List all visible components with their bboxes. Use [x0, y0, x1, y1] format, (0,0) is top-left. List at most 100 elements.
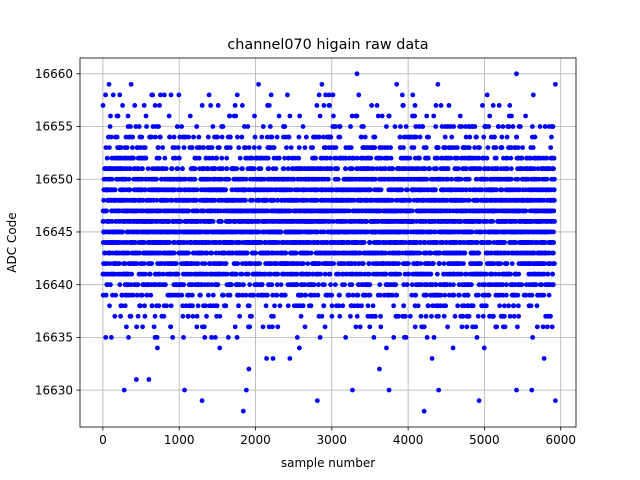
data-point [285, 92, 290, 98]
data-point [457, 113, 463, 119]
data-point [423, 313, 429, 319]
data-point [182, 176, 188, 182]
data-point [232, 324, 238, 330]
data-point [229, 282, 234, 288]
data-point [167, 134, 173, 140]
data-point [328, 155, 333, 161]
data-point [302, 145, 308, 151]
data-point [134, 292, 140, 298]
data-point [112, 187, 118, 193]
data-point [122, 261, 128, 266]
data-point [372, 176, 378, 182]
data-point [393, 282, 399, 288]
data-point [329, 292, 335, 298]
data-point [451, 292, 457, 298]
data-point [285, 303, 291, 309]
data-point [156, 124, 161, 129]
data-point [194, 187, 200, 193]
data-point [258, 240, 264, 245]
data-point [235, 134, 240, 140]
data-point [212, 166, 218, 172]
data-point [472, 124, 478, 129]
data-point [430, 261, 436, 266]
data-point [100, 103, 106, 108]
data-point [359, 303, 364, 309]
data-point [379, 113, 385, 119]
data-point [263, 303, 269, 309]
data-point [118, 313, 123, 319]
data-point [156, 155, 162, 161]
data-point [466, 176, 472, 182]
data-point [179, 124, 185, 129]
data-point [149, 134, 154, 140]
data-point [412, 113, 418, 119]
data-point [214, 155, 220, 161]
data-point [212, 197, 218, 203]
data-point [234, 166, 240, 172]
data-point [162, 282, 168, 288]
data-point [367, 282, 373, 288]
data-point [258, 166, 264, 172]
data-point [166, 219, 172, 224]
data-point [315, 292, 321, 298]
data-point [274, 292, 280, 298]
data-point [195, 303, 201, 309]
data-point [112, 313, 118, 319]
data-point [251, 166, 257, 172]
data-point [442, 134, 448, 140]
data-point [192, 176, 198, 182]
data-point [274, 134, 280, 140]
data-point [318, 271, 324, 277]
data-point [367, 324, 373, 330]
data-point [330, 92, 336, 98]
data-point [383, 124, 389, 129]
data-point [286, 134, 292, 140]
data-point [402, 313, 408, 319]
data-point [220, 124, 226, 129]
data-point [331, 261, 337, 266]
data-point [161, 313, 167, 319]
data-point [300, 261, 306, 266]
data-points [100, 71, 558, 414]
data-point [274, 261, 280, 266]
data-point [360, 261, 366, 266]
data-point [140, 197, 146, 203]
data-point [109, 219, 115, 224]
data-point [134, 324, 140, 330]
data-point [403, 124, 409, 129]
data-point [268, 92, 274, 98]
data-point [378, 324, 384, 330]
data-point [423, 145, 429, 151]
data-point [303, 134, 309, 140]
data-point [239, 103, 245, 108]
data-point [118, 145, 124, 151]
data-point [443, 303, 449, 309]
data-point [410, 92, 416, 98]
data-point [215, 282, 221, 288]
data-point [413, 292, 419, 298]
data-point [308, 303, 314, 309]
data-point [459, 324, 465, 330]
data-point [117, 261, 122, 266]
data-point [157, 271, 163, 277]
data-point [322, 282, 327, 288]
data-point [194, 124, 200, 129]
data-point [302, 324, 308, 330]
data-point [342, 282, 347, 288]
data-point [316, 92, 322, 98]
data-point [251, 145, 257, 151]
data-point [332, 282, 338, 288]
data-point [130, 292, 136, 298]
data-point [275, 197, 281, 203]
data-point [274, 282, 280, 288]
data-point [154, 176, 159, 182]
data-point [219, 155, 225, 161]
data-point [287, 113, 293, 119]
data-point [370, 303, 376, 309]
data-point [412, 103, 418, 108]
data-point [253, 250, 258, 256]
data-point [474, 134, 479, 140]
data-point [201, 208, 207, 214]
data-point [173, 261, 179, 266]
data-point [168, 303, 174, 309]
